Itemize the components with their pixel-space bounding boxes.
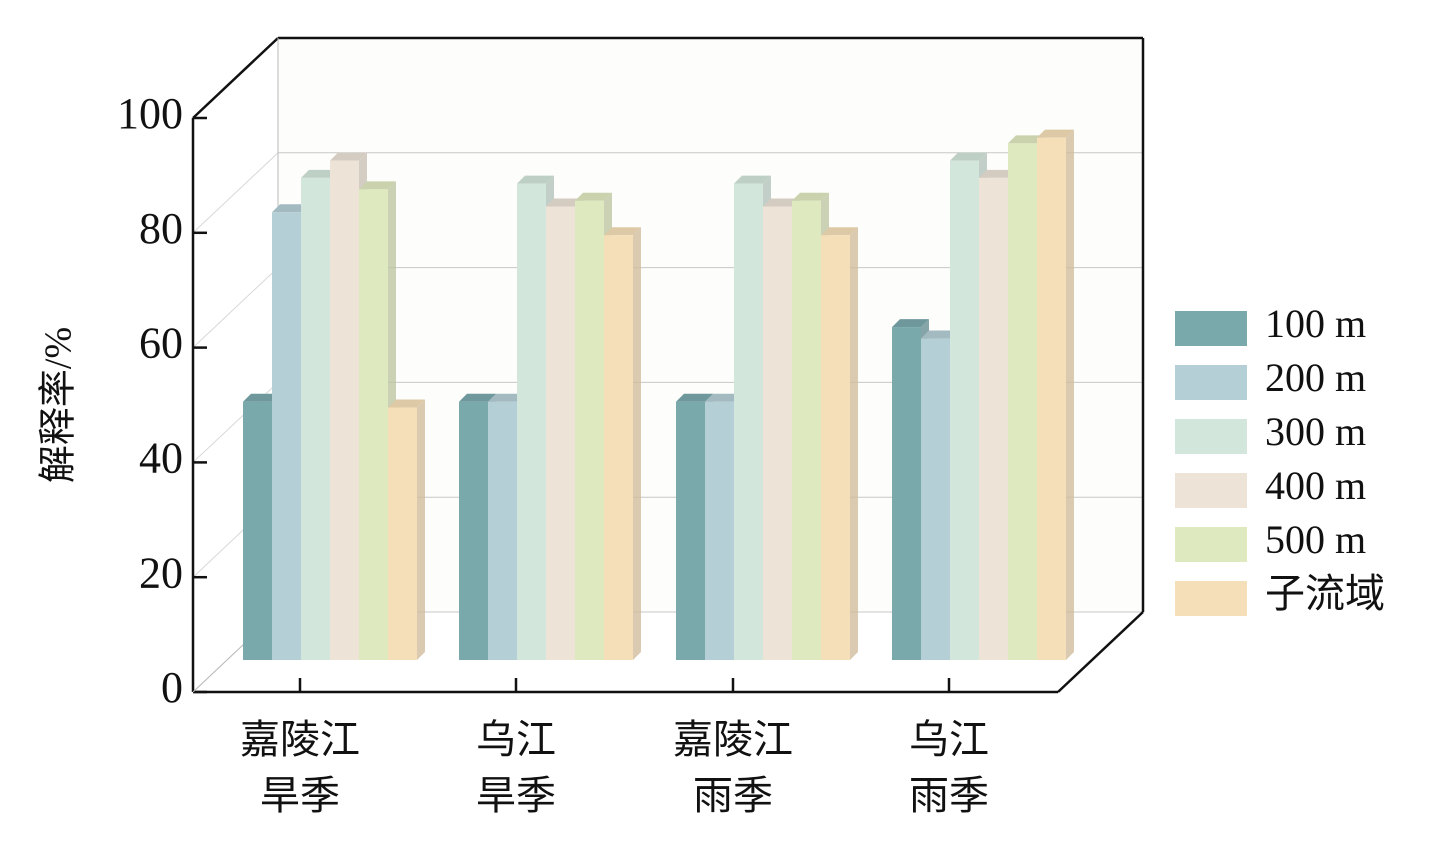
- bar: [921, 338, 950, 660]
- axis-frame: [192, 37, 279, 119]
- y-tick-label: 20: [139, 548, 183, 597]
- bar-side: [850, 227, 858, 661]
- bar: [1008, 143, 1037, 660]
- bar: [575, 200, 604, 661]
- bar-top: [301, 169, 338, 178]
- y-tick-label: 40: [139, 433, 183, 482]
- legend-label: 300 m: [1265, 409, 1366, 454]
- bar: [517, 183, 546, 660]
- bar-top: [950, 152, 987, 161]
- bar: [330, 160, 359, 660]
- y-tick-label: 60: [139, 319, 183, 368]
- legend-label: 200 m: [1265, 355, 1366, 400]
- bar-top: [763, 198, 800, 207]
- x-tick-label: 嘉陵江雨季: [673, 717, 793, 818]
- bar: [734, 183, 763, 660]
- bar-top: [546, 198, 583, 207]
- x-tick-label: 乌江雨季: [909, 717, 989, 818]
- y-axis-label: 解释率/%: [38, 327, 80, 483]
- bar-top: [1008, 135, 1045, 144]
- legend-swatch: [1175, 473, 1247, 508]
- bar: [763, 206, 792, 661]
- bar: [792, 200, 821, 661]
- bar: [243, 401, 272, 660]
- bar-top: [388, 399, 425, 408]
- bar-top: [517, 175, 554, 184]
- grid-line: [192, 267, 279, 348]
- legend-swatch: [1175, 365, 1247, 400]
- legend-swatch: [1175, 311, 1247, 346]
- legend-swatch: [1175, 527, 1247, 562]
- bar-top: [705, 393, 742, 402]
- bar-top: [243, 393, 280, 402]
- legend-label: 100 m: [1265, 301, 1366, 346]
- y-tick-label: 100: [117, 89, 183, 138]
- bar: [676, 401, 705, 660]
- bar-top: [1037, 129, 1074, 138]
- bar: [892, 327, 921, 660]
- bar: [546, 206, 575, 661]
- bar-side: [633, 227, 641, 661]
- bar-top: [359, 181, 396, 190]
- y-tick-label: 0: [161, 663, 183, 712]
- bar-top: [821, 227, 858, 236]
- bar: [459, 401, 488, 660]
- legend-swatch: [1175, 581, 1247, 616]
- bar: [1037, 137, 1066, 660]
- axis-frame: [1057, 611, 1144, 693]
- bar-top: [979, 169, 1016, 178]
- bar-side: [417, 399, 425, 660]
- bar: [950, 160, 979, 660]
- legend-label: 500 m: [1265, 517, 1366, 562]
- bar: [272, 212, 301, 660]
- bar-top: [892, 319, 929, 328]
- bar: [359, 189, 388, 660]
- bar-top: [676, 393, 713, 402]
- bar-top: [792, 192, 829, 201]
- grid-line: [192, 152, 279, 234]
- bar: [388, 407, 417, 660]
- bar-side: [1066, 129, 1074, 660]
- bar-top: [330, 152, 367, 161]
- bar-top: [488, 393, 525, 402]
- bar-top: [459, 393, 496, 402]
- x-tick-label: 嘉陵江旱季: [240, 717, 360, 818]
- legend-label: 子流域: [1265, 571, 1385, 616]
- y-tick-label: 80: [139, 204, 183, 253]
- bar-top: [734, 175, 771, 184]
- bar: [979, 177, 1008, 660]
- bar-top: [272, 204, 309, 213]
- bar: [705, 401, 734, 660]
- bar: [821, 235, 850, 661]
- bar-top: [575, 192, 612, 201]
- bar: [488, 401, 517, 660]
- legend-label: 400 m: [1265, 463, 1366, 508]
- bar: [301, 177, 330, 660]
- x-tick-label: 乌江旱季: [476, 717, 556, 818]
- bar: [604, 235, 633, 661]
- legend-swatch: [1175, 419, 1247, 454]
- bar-top: [921, 330, 958, 339]
- bar-top: [604, 227, 641, 236]
